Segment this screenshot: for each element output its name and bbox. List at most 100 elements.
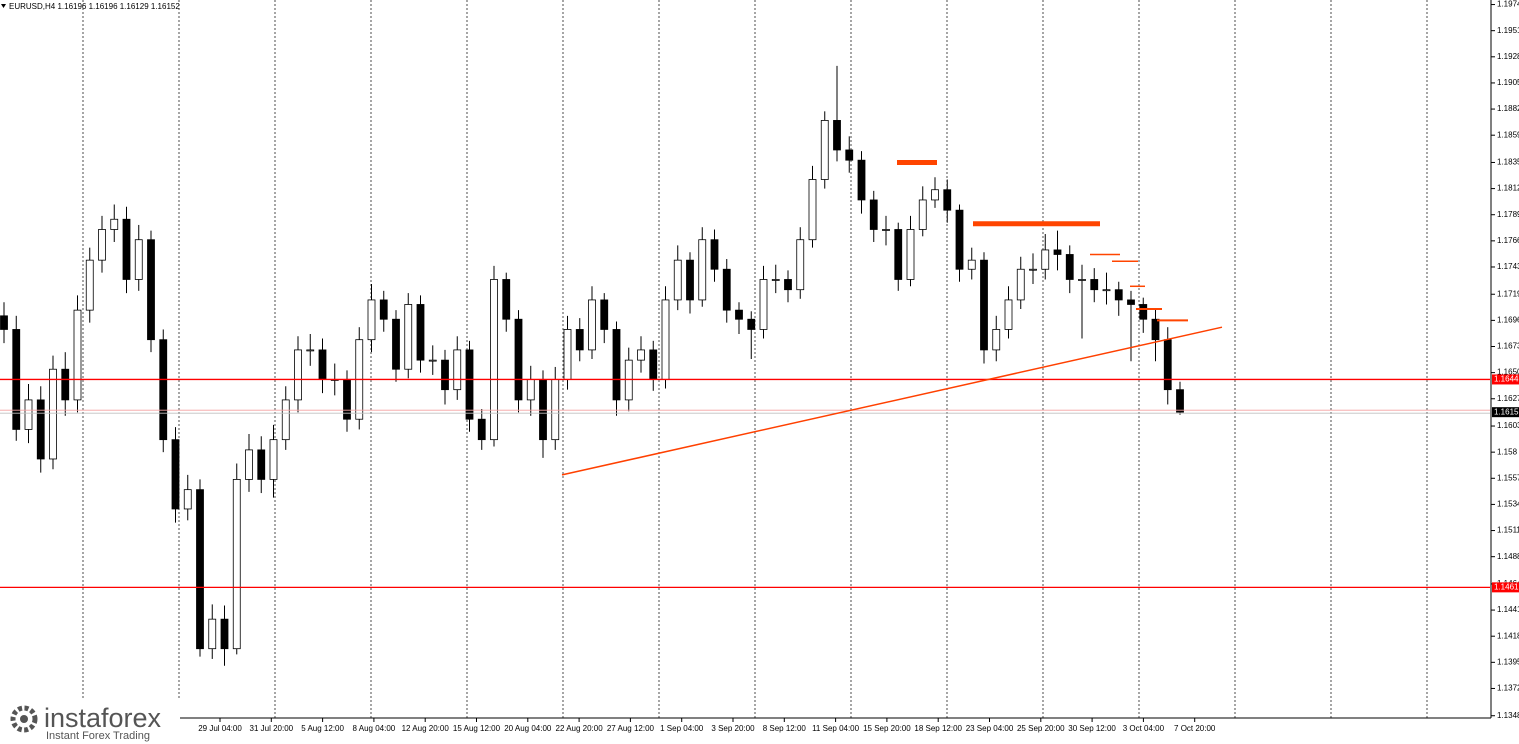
candle-body — [845, 149, 854, 161]
candle-body — [673, 259, 682, 301]
y-tick-label: 1.1719 — [1497, 289, 1519, 298]
trendline — [561, 326, 1223, 476]
candle-body — [600, 299, 609, 330]
candle-body — [428, 359, 437, 362]
y-tick-label: 1.1696 — [1497, 315, 1519, 324]
x-tick-label: 7 Oct 20:00 — [1174, 724, 1216, 733]
candle-body — [906, 229, 915, 280]
candle-body — [208, 618, 217, 650]
x-tick-label: 8 Sep 12:00 — [763, 724, 807, 733]
y-tick-label: 1.1627 — [1497, 394, 1519, 403]
y-tick-label: 1.1835 — [1497, 158, 1519, 167]
y-tick-label: 1.1743 — [1497, 262, 1519, 271]
y-tick-label: 1.1511 — [1497, 526, 1519, 535]
candle-body — [110, 218, 119, 230]
candle-body — [710, 239, 719, 270]
candle-body — [477, 418, 486, 441]
y-tick-label: 1.1372 — [1497, 684, 1519, 693]
y-tick-label: 1.1418 — [1497, 631, 1519, 640]
y-tick-label: 1.1928 — [1497, 52, 1519, 61]
logo-icon — [10, 705, 38, 733]
candle-body — [36, 399, 45, 460]
candle-body — [318, 349, 327, 380]
logo-tagline: Instant Forex Trading — [46, 730, 150, 742]
candle-body — [257, 449, 266, 480]
y-tick-label: 1.1534 — [1497, 500, 1519, 509]
candle-body — [612, 329, 621, 401]
candle-body — [24, 399, 33, 430]
candle-body — [1127, 299, 1135, 305]
x-tick-label: 1 Sep 04:00 — [660, 724, 704, 733]
chart-title: EURUSD,H4 1.16196 1.16196 1.16129 1.1615… — [9, 2, 180, 11]
candle-body — [502, 279, 511, 320]
candle-body — [465, 349, 474, 420]
price-tag-label: 1.1461 — [1494, 582, 1519, 591]
y-tick-label: 1.1348 — [1497, 711, 1519, 720]
candle-body — [943, 189, 952, 211]
candle-body — [1176, 389, 1184, 413]
candle-body — [232, 479, 241, 650]
candle-body — [1151, 318, 1160, 341]
candle-body — [490, 279, 498, 441]
candle-body — [367, 299, 376, 341]
x-tick-label: 27 Aug 12:00 — [607, 724, 655, 733]
menu-arrow — [1, 4, 6, 8]
candle-body — [441, 359, 449, 391]
candle-body — [1004, 299, 1013, 330]
candle-body — [220, 618, 229, 650]
candle-body — [98, 229, 106, 261]
logo-name: instaforex — [44, 703, 162, 733]
candle-body — [722, 268, 731, 311]
candle-body — [134, 239, 143, 280]
candle-body — [698, 239, 707, 301]
candle-body — [833, 120, 841, 151]
candle-body — [735, 309, 743, 320]
candle-body — [1053, 249, 1062, 255]
x-tick-label: 3 Sep 20:00 — [711, 724, 755, 733]
candle-body — [159, 339, 168, 441]
x-tick-label: 3 Oct 04:00 — [1123, 724, 1165, 733]
x-tick-label: 11 Sep 04:00 — [812, 724, 860, 733]
candle-body — [980, 259, 988, 351]
candle-body — [759, 279, 768, 330]
candle-body — [1016, 268, 1025, 301]
last-price-tag — [1492, 407, 1519, 418]
candle-body — [392, 318, 400, 370]
candle-body — [171, 439, 180, 510]
candle-body — [539, 379, 547, 441]
candle-body — [771, 279, 780, 281]
candle-body — [588, 299, 596, 351]
last-price-label: 1.1615 — [1494, 407, 1519, 416]
candle-body — [563, 329, 572, 380]
candle-body — [122, 218, 131, 280]
candle-body — [453, 349, 462, 391]
candle-body — [183, 489, 192, 510]
candle-body — [1065, 254, 1074, 280]
candle-body — [269, 439, 278, 480]
y-tick-label: 1.1557 — [1497, 473, 1519, 482]
candle-body — [661, 299, 670, 380]
candle-body — [820, 120, 829, 180]
candle-body — [894, 229, 903, 280]
candle-body — [649, 349, 658, 380]
logo-box — [0, 698, 180, 744]
candle-body — [1029, 268, 1037, 271]
price-tag — [1492, 582, 1519, 593]
candle-body — [931, 189, 939, 201]
candle-body — [514, 318, 523, 401]
x-tick-label: 29 Jul 04:00 — [198, 724, 242, 733]
y-tick-label: 1.1488 — [1497, 552, 1519, 561]
x-tick-label: 30 Sep 12:00 — [1068, 724, 1116, 733]
candle-body — [0, 315, 8, 330]
candle-body — [245, 449, 253, 480]
candle-body — [686, 259, 694, 301]
x-tick-label: 5 Aug 12:00 — [301, 724, 344, 733]
candle-body — [379, 299, 388, 320]
y-tick-label: 1.1650 — [1497, 368, 1519, 377]
candle-body — [747, 318, 756, 330]
candle-body — [404, 304, 413, 370]
x-tick-label: 22 Aug 20:00 — [556, 724, 604, 733]
y-tick-label: 1.1905 — [1497, 78, 1519, 87]
